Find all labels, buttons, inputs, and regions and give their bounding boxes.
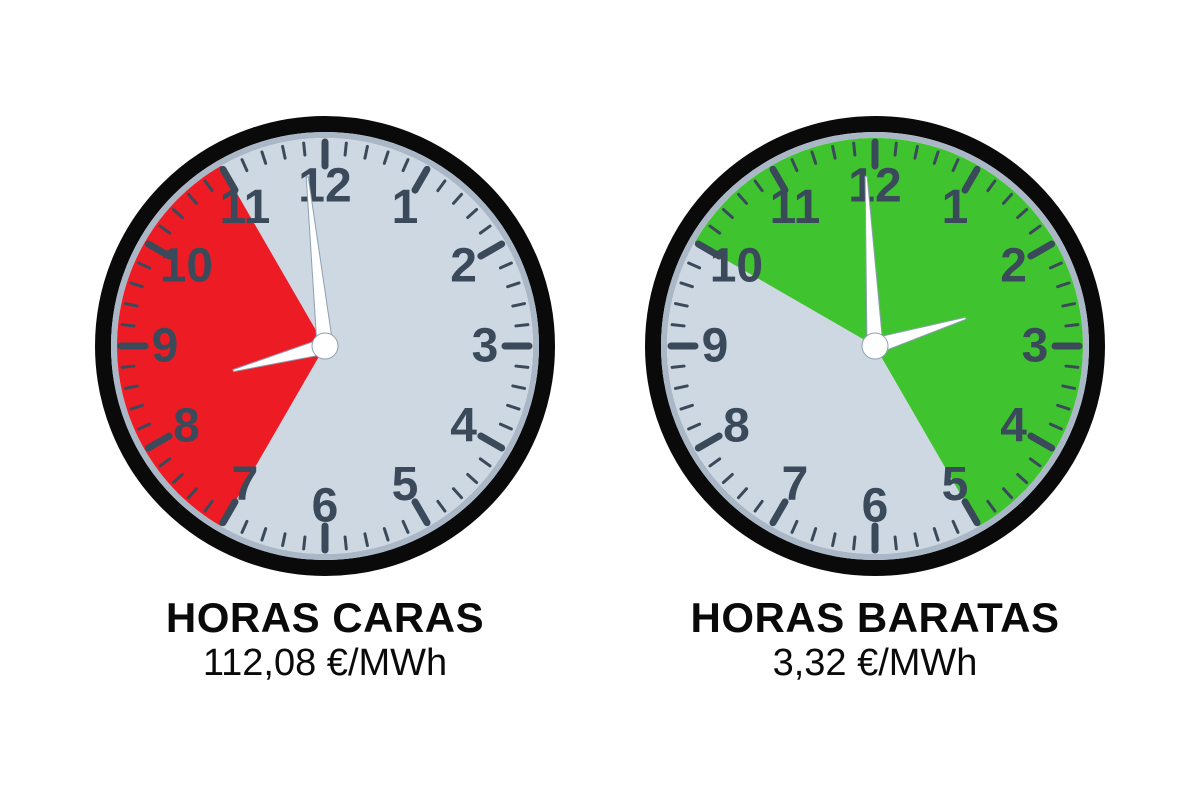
svg-text:3: 3 <box>1022 319 1049 372</box>
svg-text:12: 12 <box>848 159 901 212</box>
cheap-price: 3,32 €/MWh <box>691 642 1060 685</box>
svg-text:6: 6 <box>312 479 339 532</box>
cheap-clock: 123456789101112 <box>645 116 1105 576</box>
svg-text:5: 5 <box>392 458 419 511</box>
expensive-hours-panel: 123456789101112 HORAS CARAS 112,08 €/MWh <box>95 116 555 685</box>
svg-text:11: 11 <box>770 180 821 233</box>
svg-text:7: 7 <box>232 458 259 511</box>
svg-text:6: 6 <box>862 479 889 532</box>
expensive-price: 112,08 €/MWh <box>166 642 484 685</box>
svg-text:8: 8 <box>173 399 200 452</box>
expensive-title: HORAS CARAS <box>166 594 484 642</box>
svg-text:4: 4 <box>1000 399 1027 452</box>
svg-text:1: 1 <box>392 180 419 233</box>
svg-text:2: 2 <box>1000 239 1027 292</box>
svg-text:1: 1 <box>942 180 969 233</box>
svg-text:9: 9 <box>152 319 179 372</box>
svg-text:10: 10 <box>710 239 763 292</box>
svg-text:4: 4 <box>450 399 477 452</box>
svg-text:8: 8 <box>723 399 750 452</box>
svg-text:3: 3 <box>472 319 499 372</box>
expensive-clock: 123456789101112 <box>95 116 555 576</box>
svg-text:2: 2 <box>450 239 477 292</box>
cheap-hours-panel: 123456789101112 HORAS BARATAS 3,32 €/MWh <box>645 116 1105 685</box>
svg-text:11: 11 <box>220 180 271 233</box>
svg-text:7: 7 <box>782 458 809 511</box>
svg-text:10: 10 <box>160 239 213 292</box>
svg-text:9: 9 <box>702 319 729 372</box>
cheap-title: HORAS BARATAS <box>691 594 1060 642</box>
svg-text:5: 5 <box>942 458 969 511</box>
